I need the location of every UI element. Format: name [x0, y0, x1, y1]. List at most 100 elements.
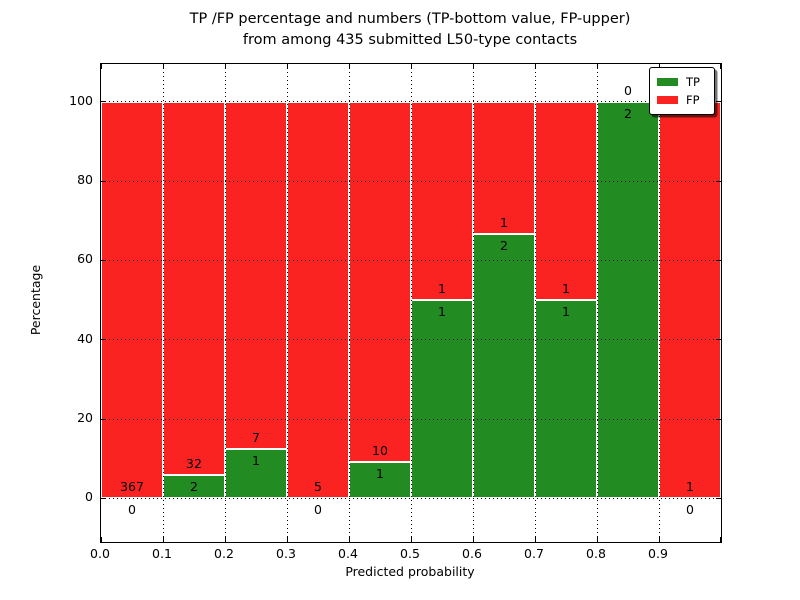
x-axis-label: Predicted probability [345, 564, 475, 579]
legend-swatch-tp [657, 78, 678, 86]
fp-count-label: 1 [686, 479, 694, 495]
gridline-horizontal [101, 259, 721, 261]
y-tick-mark [716, 339, 721, 341]
tp-count-label: 1 [438, 304, 446, 320]
x-tick-mark [410, 64, 412, 69]
gridline-vertical [286, 64, 288, 542]
x-tick-label: 0.2 [214, 546, 234, 561]
tp-count-label: 0 [128, 502, 136, 518]
x-tick-mark [534, 64, 536, 69]
x-tick-mark [596, 537, 598, 542]
legend-swatch-fp [657, 96, 678, 104]
fp-count-label: 367 [120, 479, 144, 495]
fp-bar [411, 101, 473, 300]
fp-count-label: 1 [500, 214, 508, 230]
tp-bar [597, 101, 659, 499]
fp-bar [659, 101, 721, 499]
y-tick-mark [101, 180, 106, 182]
fp-count-label: 1 [438, 281, 446, 297]
tp-count-label: 0 [686, 502, 694, 518]
gridline-vertical [224, 64, 226, 542]
fp-bar [225, 101, 287, 449]
gridline-vertical [472, 64, 474, 542]
y-tick-mark [101, 339, 106, 341]
chart-title: TP /FP percentage and numbers (TP-bottom… [100, 9, 720, 51]
tp-count-label: 1 [252, 452, 260, 468]
y-tick-mark [716, 180, 721, 182]
y-tick-mark [716, 259, 721, 261]
fp-count-label: 1 [562, 281, 570, 297]
legend: TP FP [649, 67, 715, 115]
gridline-vertical [348, 64, 350, 542]
x-tick-label: 0.0 [90, 546, 110, 561]
y-tick-mark [101, 101, 106, 103]
fp-count-label: 10 [372, 443, 388, 459]
legend-item-fp: FP [657, 94, 714, 106]
x-tick-mark [224, 537, 226, 542]
gridline-horizontal [101, 101, 721, 103]
y-tick-label: 100 [69, 92, 93, 108]
y-tick-mark [101, 497, 106, 499]
x-tick-label: 0.5 [400, 546, 420, 561]
gridline-vertical [162, 64, 164, 542]
y-tick-label: 80 [77, 172, 93, 188]
chart-title-line1: TP /FP percentage and numbers (TP-bottom… [189, 11, 631, 27]
gridline-horizontal [101, 418, 721, 420]
x-tick-mark [658, 537, 660, 542]
legend-item-tp: TP [657, 76, 714, 88]
tp-count-label: 2 [624, 105, 632, 121]
x-tick-mark [162, 64, 164, 69]
fp-count-label: 7 [252, 429, 260, 445]
x-tick-mark [348, 64, 350, 69]
tp-count-label: 1 [562, 304, 570, 320]
x-tick-mark [410, 537, 412, 542]
tp-bar [349, 462, 411, 499]
plot-area: TP FP 367 0 32 2 7 1 5 0 10 1 1 1 1 2 1 1 0 2 1 0 [100, 63, 722, 543]
x-tick-mark [658, 64, 660, 69]
tp-bar [411, 300, 473, 499]
chart-title-line2: from among 435 submitted L50-type contac… [242, 32, 578, 48]
x-tick-mark [224, 64, 226, 69]
x-tick-mark [101, 537, 102, 542]
x-tick-label: 0.8 [586, 546, 606, 561]
gridline-vertical [410, 64, 412, 542]
x-tick-mark [348, 537, 350, 542]
x-tick-mark [162, 537, 164, 542]
x-tick-mark [596, 64, 598, 69]
tp-count-label: 1 [376, 466, 384, 482]
x-tick-label: 0.4 [338, 546, 358, 561]
tp-bar [225, 448, 287, 499]
y-tick-mark [101, 418, 106, 420]
fp-bar [101, 101, 163, 499]
y-tick-label: 40 [77, 330, 93, 346]
gridline-horizontal [101, 180, 721, 182]
legend-label: TP [686, 75, 700, 89]
y-tick-label: 60 [77, 251, 93, 267]
x-tick-mark [720, 64, 721, 69]
x-tick-label: 0.1 [152, 546, 172, 561]
gridline-vertical [658, 64, 660, 542]
fp-bar [535, 101, 597, 300]
tp-count-label: 0 [314, 502, 322, 518]
x-tick-label: 0.6 [462, 546, 482, 561]
tp-count-label: 2 [190, 479, 198, 495]
y-tick-mark [716, 101, 721, 103]
fp-bar [287, 101, 349, 499]
tp-count-label: 2 [500, 237, 508, 253]
legend-label: FP [686, 93, 700, 107]
x-tick-mark [472, 537, 474, 542]
fp-count-label: 32 [186, 456, 202, 472]
x-tick-mark [472, 64, 474, 69]
x-tick-label: 0.7 [524, 546, 544, 561]
y-tick-label: 20 [77, 410, 93, 426]
x-tick-label: 0.9 [648, 546, 668, 561]
x-tick-mark [534, 537, 536, 542]
y-tick-mark [101, 259, 106, 261]
tp-bar [535, 300, 597, 499]
y-tick-label: 0 [85, 489, 93, 505]
x-tick-mark [286, 537, 288, 542]
fp-count-label: 0 [624, 82, 632, 98]
y-tick-mark [716, 497, 721, 499]
gridline-vertical [596, 64, 598, 542]
